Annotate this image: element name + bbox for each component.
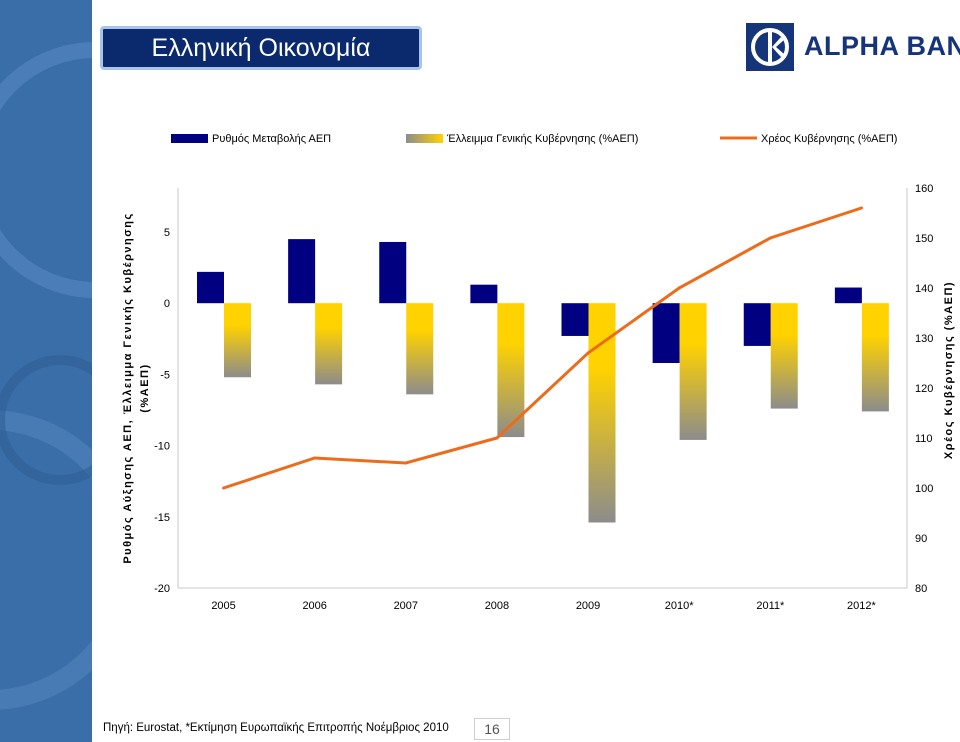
x-tick-label: 2007 xyxy=(394,600,418,612)
right-tick-label: 120 xyxy=(915,383,933,395)
legend: Ρυθμός Μεταβολής ΑΕΠ Έλλειμμα Γενικής Κυ… xyxy=(171,133,897,145)
right-tick-label: 100 xyxy=(915,483,933,495)
x-axis-ticks: 2005 2006 2007 2008 2009 2010* 2011* 2012* xyxy=(211,600,876,612)
left-tick-label: -20 xyxy=(154,583,170,595)
left-axis-title-line1: Ρυθμός Αύξησης ΑΕΠ, Έλλειμμα Γενικής Κυβ… xyxy=(122,212,134,563)
left-axis-ticks: 5 0 -5 -10 -15 -20 xyxy=(154,227,170,595)
left-tick-label: -5 xyxy=(160,369,170,381)
legend-label-growth: Ρυθμός Μεταβολής ΑΕΠ xyxy=(212,133,331,145)
right-tick-label: 110 xyxy=(915,433,933,445)
growth-bar xyxy=(652,303,680,364)
debt-point xyxy=(586,351,590,355)
deficit-bar xyxy=(315,303,343,385)
right-tick-label: 80 xyxy=(915,583,927,595)
right-tick-label: 160 xyxy=(915,183,933,195)
debt-point xyxy=(313,456,317,460)
deficit-bar xyxy=(861,303,889,412)
growth-bar xyxy=(197,271,224,304)
right-tick-label: 150 xyxy=(915,233,933,245)
debt-point xyxy=(859,206,863,210)
growth-bar xyxy=(561,303,589,336)
deficit-bar xyxy=(406,303,434,395)
growth-bar xyxy=(288,239,316,304)
page-number: 16 xyxy=(474,718,510,740)
alpha-bank-logo-icon xyxy=(746,23,794,71)
left-axis-title-line2: (%ΑΕΠ) xyxy=(139,363,151,412)
debt-line xyxy=(223,206,862,490)
x-tick-label: 2006 xyxy=(302,600,326,612)
x-tick-label: 2009 xyxy=(576,600,600,612)
x-tick-label: 2010* xyxy=(665,600,694,612)
page-title: Ελληνική Οικονομία xyxy=(100,26,422,70)
deficit-bar xyxy=(679,303,707,440)
right-tick-label: 90 xyxy=(915,533,927,545)
x-tick-label: 2012* xyxy=(847,600,876,612)
side-decoration-panel xyxy=(0,0,92,742)
alpha-bank-logo-text: ALPHA BANK xyxy=(804,31,960,61)
deficit-bar xyxy=(588,303,616,523)
bars xyxy=(197,239,889,523)
left-tick-label: 0 xyxy=(164,298,170,310)
deficit-bar xyxy=(770,303,798,409)
legend-label-deficit: Έλλειμμα Γενικής Κυβέρνησης (%ΑΕΠ) xyxy=(446,133,638,145)
x-tick-label: 2005 xyxy=(211,600,235,612)
debt-point xyxy=(495,436,499,440)
legend-label-debt: Χρέος Κυβέρνησης (%ΑΕΠ) xyxy=(761,133,897,145)
side-pattern xyxy=(0,42,92,710)
deficit-bar xyxy=(224,303,251,378)
debt-point xyxy=(768,236,772,240)
source-note: Πηγή: Eurostat, *Εκτίμηση Ευρωπαϊκής Επι… xyxy=(103,722,449,734)
growth-bar xyxy=(743,303,771,346)
alpha-bank-logo: ALPHA BANK xyxy=(746,23,960,73)
legend-swatch-deficit xyxy=(406,134,443,143)
debt-point xyxy=(404,461,408,465)
growth-bar xyxy=(379,241,407,304)
x-tick-label: 2011* xyxy=(756,600,785,612)
x-tick-label: 2008 xyxy=(485,600,509,612)
left-tick-label: 5 xyxy=(164,227,170,239)
debt-point xyxy=(222,486,226,490)
right-tick-label: 130 xyxy=(915,333,933,345)
growth-bar xyxy=(834,287,862,304)
left-tick-label: -10 xyxy=(154,441,170,453)
growth-bar xyxy=(470,284,498,304)
right-tick-label: 140 xyxy=(915,283,933,295)
right-axis-title: Χρέος Κυβέρνησης (%ΑΕΠ) xyxy=(943,281,955,459)
debt-point xyxy=(677,286,681,290)
legend-swatch-growth xyxy=(171,134,208,143)
debt-line-series xyxy=(222,206,863,490)
left-tick-label: -15 xyxy=(154,512,170,524)
right-axis-ticks: 160 150 140 130 120 110 100 90 80 xyxy=(915,183,933,595)
